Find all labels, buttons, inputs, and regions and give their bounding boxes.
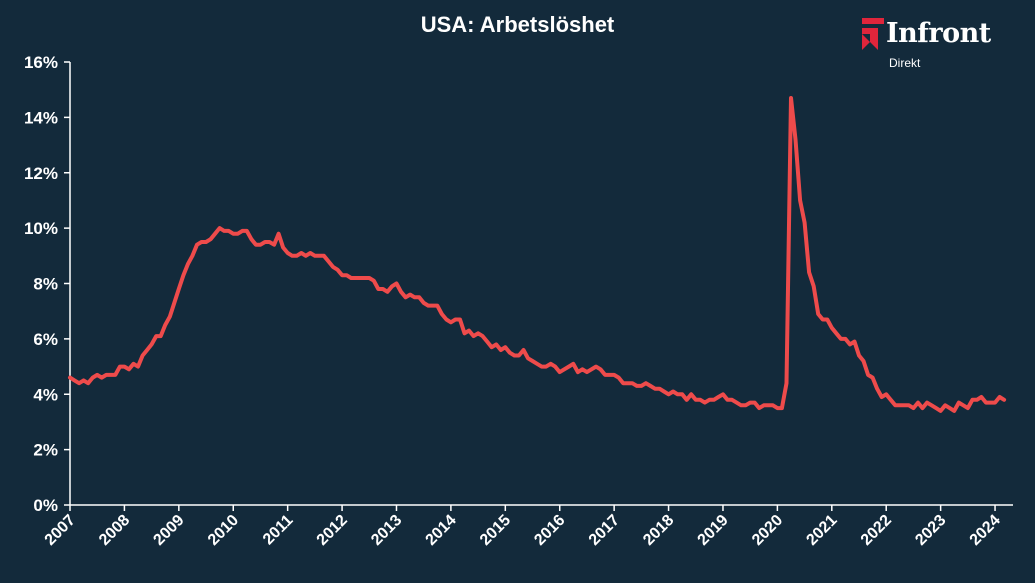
infront-logo-icon <box>862 18 884 50</box>
chart-title: USA: Arbetslöshet <box>420 12 615 37</box>
x-tick-label: 2007 <box>42 512 79 549</box>
x-tick-label: 2024 <box>967 512 1004 549</box>
x-tick-label: 2017 <box>586 512 623 549</box>
brand-logo: Infront Direkt <box>862 16 1022 76</box>
x-tick-label: 2011 <box>260 512 297 549</box>
x-tick-label: 2012 <box>314 512 351 549</box>
y-tick-label: 0% <box>33 496 58 515</box>
x-tick-label: 2022 <box>858 512 895 549</box>
y-tick-label: 4% <box>33 385 58 404</box>
x-tick-label: 2019 <box>695 512 732 549</box>
x-tick-label: 2009 <box>150 512 187 549</box>
y-tick-label: 2% <box>33 441 58 460</box>
x-tick-label: 2013 <box>368 512 405 549</box>
unemployment-series-line <box>68 96 1007 413</box>
x-tick-label: 2020 <box>749 512 786 549</box>
y-tick-label: 6% <box>33 330 58 349</box>
brand-subtitle: Direkt <box>889 56 921 70</box>
x-tick-label: 2021 <box>803 512 840 549</box>
y-tick-label: 12% <box>24 164 58 183</box>
x-tick-label: 2015 <box>477 512 514 549</box>
x-tick-label: 2008 <box>96 512 133 549</box>
x-tick-label: 2018 <box>640 512 677 549</box>
y-tick-label: 14% <box>24 108 58 127</box>
y-tick-label: 16% <box>24 53 58 72</box>
x-tick-label: 2014 <box>423 512 460 549</box>
x-tick-label: 2010 <box>205 512 242 549</box>
x-tick-label: 2023 <box>912 512 949 549</box>
y-tick-label: 8% <box>33 275 58 294</box>
brand-name: Infront <box>886 18 991 49</box>
x-tick-label: 2016 <box>531 512 568 549</box>
y-tick-label: 10% <box>24 219 58 238</box>
